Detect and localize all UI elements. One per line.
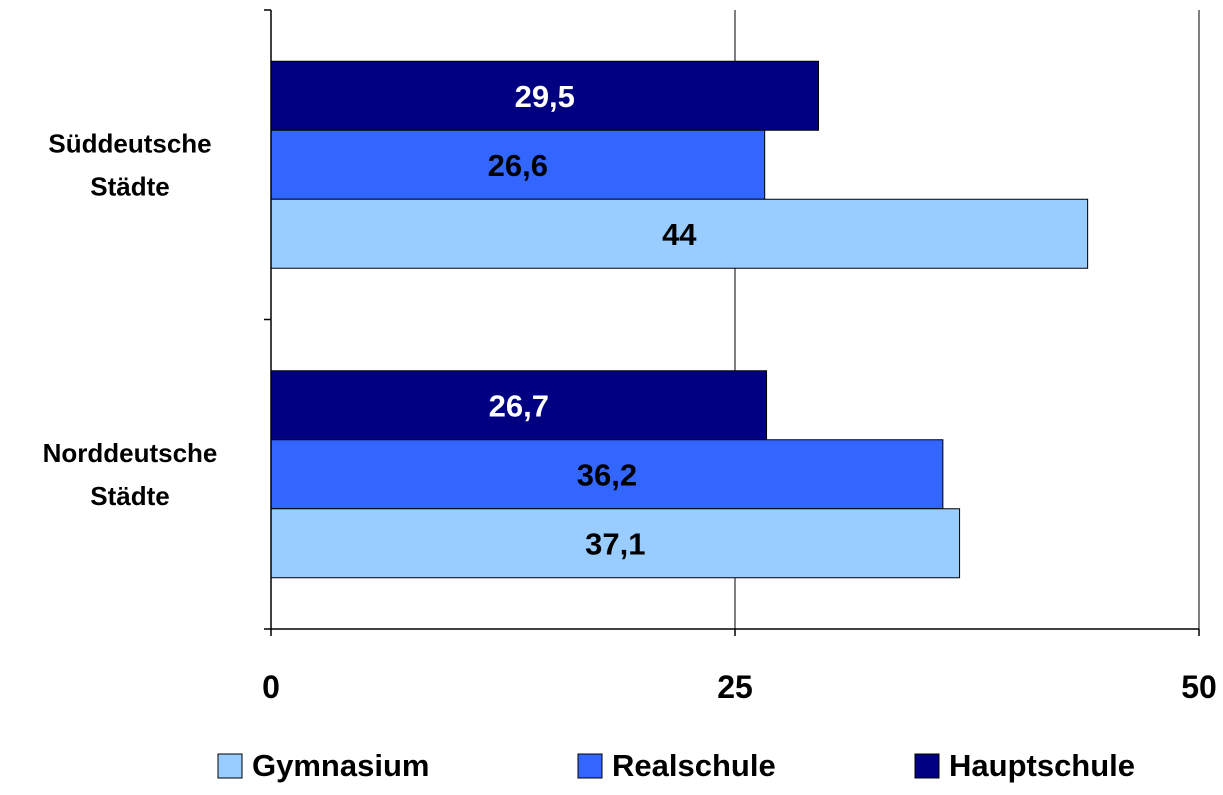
- x-tick-label: 25: [717, 669, 753, 705]
- data-label: 44: [662, 217, 697, 252]
- legend-label-hauptschule: Hauptschule: [949, 748, 1135, 783]
- legend-swatch-gymnasium: [217, 753, 243, 779]
- legend-label-realschule: Realschule: [612, 748, 776, 783]
- data-label: 29,5: [515, 79, 575, 114]
- data-label: 37,1: [585, 526, 645, 561]
- bar-gymnasium: [270, 508, 961, 579]
- data-label: 36,2: [577, 457, 637, 492]
- y-tick-label: Städte: [90, 171, 169, 201]
- bar-realschule: [270, 439, 944, 510]
- legend-label-gymnasium: Gymnasium: [252, 748, 429, 783]
- y-tick-label: Städte: [90, 481, 169, 511]
- x-tick-label: 50: [1181, 669, 1217, 705]
- bar-hauptschule: [270, 370, 768, 441]
- data-label: 26,7: [489, 388, 549, 423]
- legend-swatch-realschule: [577, 753, 603, 779]
- x-tick-label: 0: [262, 669, 280, 705]
- y-tick-label: Norddeutsche: [43, 438, 218, 468]
- bar-realschule: [270, 129, 766, 200]
- legend-swatch-hauptschule: [914, 753, 940, 779]
- data-label: 26,6: [488, 148, 548, 183]
- y-tick-label: Süddeutsche: [48, 128, 211, 158]
